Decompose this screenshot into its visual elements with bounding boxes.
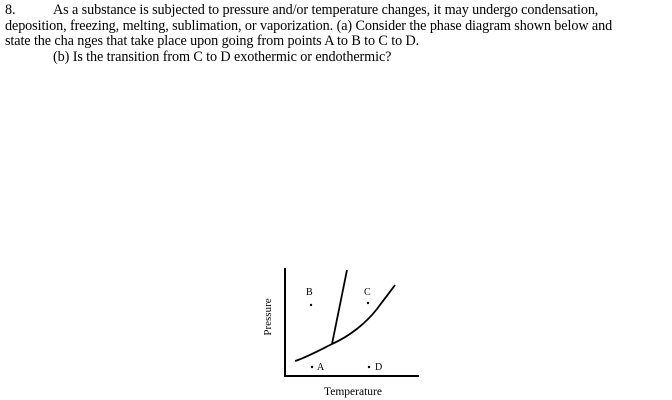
y-axis-label: Pressure	[262, 298, 274, 335]
question-number: 8.	[5, 2, 16, 18]
point-b-marker	[309, 303, 313, 307]
question-line-1: 8. As a substance is subjected to pressur…	[5, 2, 599, 18]
melting-curve	[331, 269, 348, 345]
point-b-label: B	[306, 287, 313, 298]
question-line-2: deposition, freezing, melting, sublimati…	[5, 17, 613, 34]
vaporization-curve	[331, 284, 396, 345]
point-c-marker	[366, 301, 370, 305]
point-c-label: C	[364, 287, 371, 298]
question-text: 8. As a substance is subjected to pressur…	[5, 2, 669, 65]
point-a-label: A	[317, 362, 325, 373]
x-axis-label: Temperature	[324, 386, 382, 398]
point-a-marker	[310, 365, 314, 369]
question-line-3: state the cha nges that take place upon …	[5, 33, 420, 49]
point-d-label: D	[375, 362, 382, 373]
question-line-4: (b) Is the transition from C to D exothe…	[53, 48, 392, 65]
point-d-marker	[367, 365, 371, 369]
sublimation-curve	[294, 343, 333, 362]
